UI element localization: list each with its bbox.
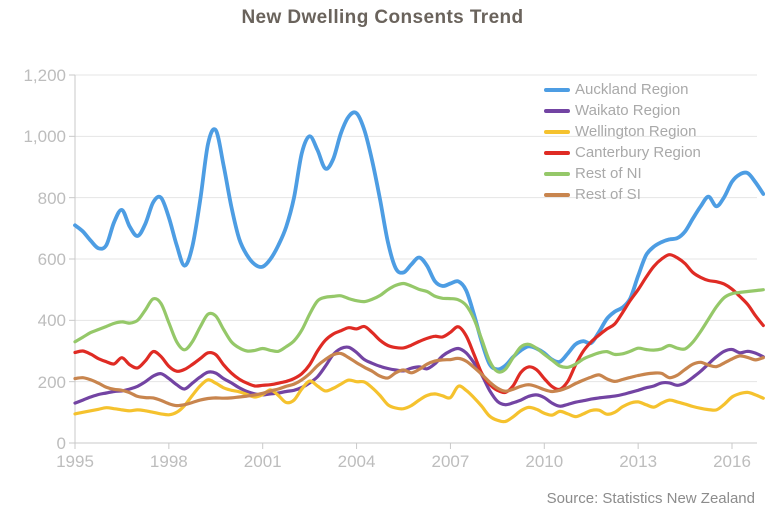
x-axis-label: 2001 [243,452,282,471]
legend-item-canterbury-region: Canterbury Region [544,142,701,163]
y-axis-label: 400 [37,311,66,331]
legend-item-auckland-region: Auckland Region [544,79,701,100]
legend-item-waikato-region: Waikato Region [544,100,701,121]
chart-title: New Dwelling Consents Trend [241,7,524,28]
legend-label: Rest of SI [575,186,641,203]
series-line-rest-of-ni [73,281,765,374]
legend-item-rest-of-si: Rest of SI [544,184,701,205]
y-axis-label: 1,200 [23,66,66,85]
legend-label: Auckland Region [575,81,689,98]
y-axis-label: 1,000 [23,127,66,147]
series-line-waikato-region [73,345,765,408]
legend-item-wellington-region: Wellington Region [544,121,701,142]
y-axis-label: 800 [37,188,66,208]
legend-swatch [544,150,570,155]
legend-swatch [544,192,570,197]
legend-label: Canterbury Region [575,144,701,161]
legend-swatch [544,87,570,92]
x-axis-label: 2010 [525,452,564,471]
y-axis-label: 600 [37,250,66,269]
legend-label: Waikato Region [575,102,681,119]
legend-label: Wellington Region [575,123,697,140]
x-axis-label: 2004 [337,452,376,471]
x-axis-label: 2016 [713,452,751,471]
y-axis-label: 200 [37,372,66,392]
y-axis-label: 0 [56,434,66,453]
legend-item-rest-of-ni: Rest of NI [544,163,701,184]
x-axis-label: 2007 [431,452,470,471]
series-line-rest-of-si [73,351,765,408]
x-axis-label: 1998 [149,452,188,471]
source-note: Source: Statistics New Zealand [546,490,755,507]
legend-swatch [544,171,570,176]
x-axis-label: 1995 [56,452,94,471]
chart-legend: Auckland Region Waikato Region Wellington … [544,79,701,205]
legend-label: Rest of NI [575,165,642,182]
series-line-wellington-region [73,378,765,424]
series-line-auckland-region [73,110,765,372]
x-axis-label: 2013 [619,452,658,471]
series-line-canterbury-region [73,253,765,395]
legend-swatch [544,129,570,134]
legend-swatch [544,108,570,113]
